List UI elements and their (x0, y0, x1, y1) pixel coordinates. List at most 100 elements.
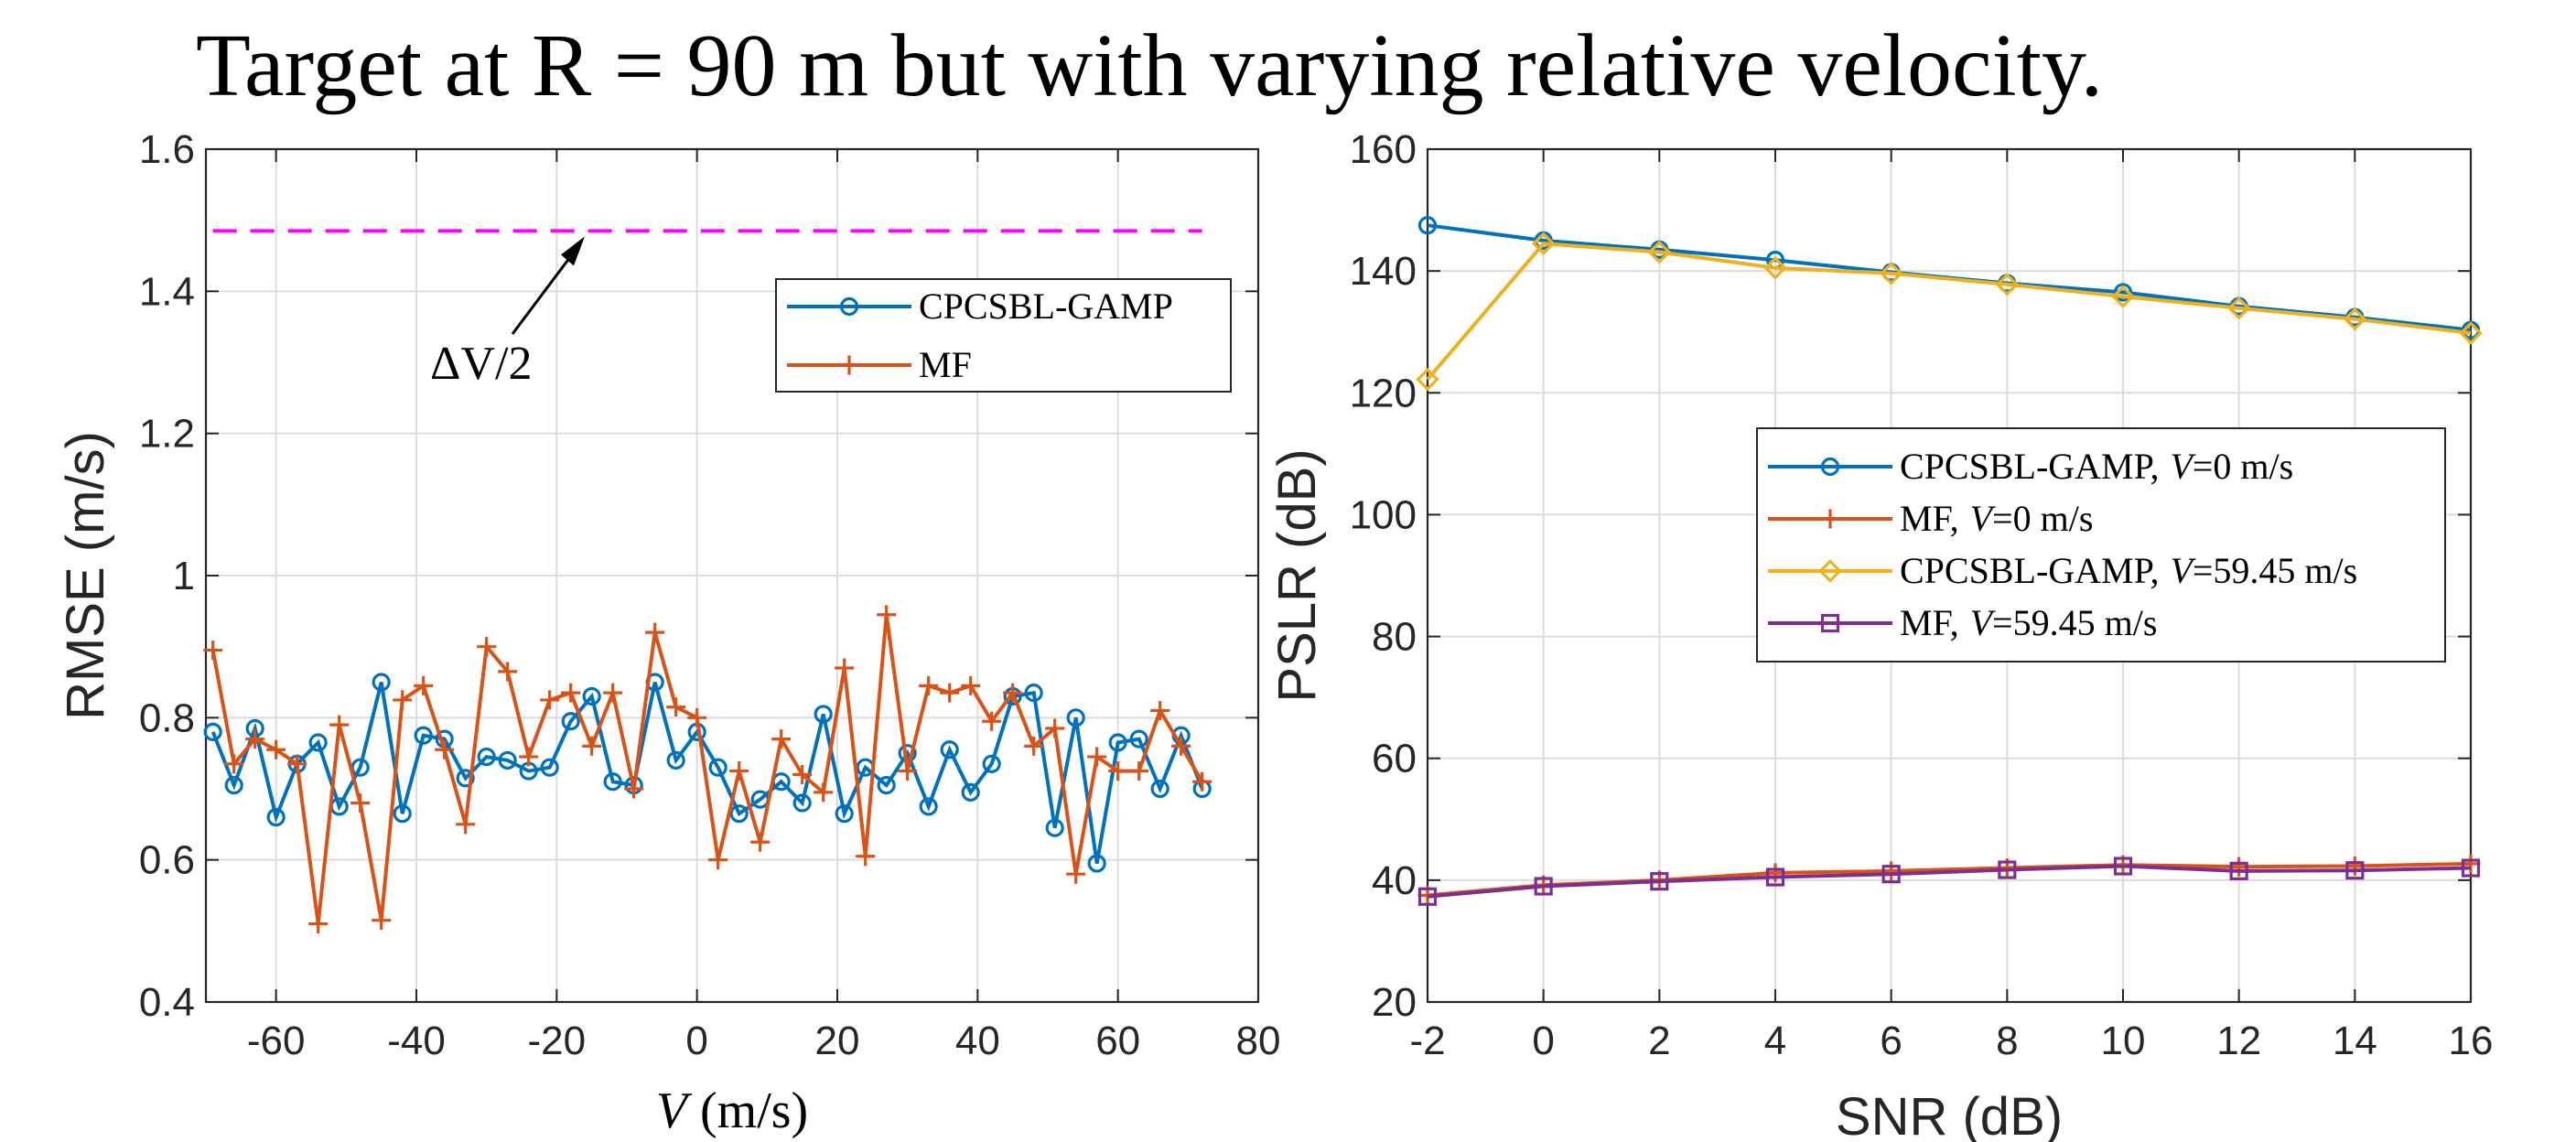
data-point (835, 804, 854, 824)
data-point (561, 712, 580, 731)
data-point (1066, 708, 1085, 727)
data-point (2461, 858, 2481, 878)
data-point (456, 769, 475, 788)
data-point (708, 758, 728, 777)
data-point (308, 733, 328, 752)
left-chart-xtick-label: 0 (685, 1018, 707, 1063)
data-point (1417, 216, 1438, 235)
right-series-3 (1417, 856, 2481, 906)
right-chart-xtick-label: 10 (2101, 1018, 2146, 1063)
data-point (350, 793, 371, 813)
data-point (1129, 729, 1148, 749)
data-point (1765, 867, 1785, 887)
data-point (666, 697, 686, 717)
right-chart-legend-marker (1820, 613, 1840, 633)
right-chart-legend-label: CPCSBL-GAMP, V=0 m/s (1900, 446, 2293, 487)
data-point (1879, 262, 1903, 286)
data-point (582, 736, 602, 756)
right-chart-xlabel: SNR (dB) (1836, 1087, 2063, 1142)
right-chart-legend-label: MF, V=0 m/s (1900, 498, 2093, 539)
data-point (1024, 684, 1043, 703)
data-point (792, 793, 812, 813)
left-chart-legend: CPCSBL-GAMP MF (775, 278, 1232, 393)
left-chart-xtick-label: -60 (247, 1018, 306, 1063)
data-point (477, 747, 496, 767)
data-point (414, 675, 434, 695)
right-chart-ytick-label: 40 (1372, 858, 1417, 903)
annotation-label: ΔV/2 (430, 338, 532, 390)
right-chart-xtick-label: 2 (1648, 1018, 1670, 1063)
data-point (1045, 718, 1065, 738)
data-point (1534, 877, 1553, 896)
left-chart-xtick-label: 40 (955, 1018, 1000, 1063)
data-point (1881, 865, 1901, 884)
data-point (477, 637, 497, 657)
data-point (1003, 683, 1023, 703)
left-series-mf (203, 605, 1213, 934)
data-point (266, 807, 286, 827)
data-point (329, 715, 350, 735)
right-chart-xtick-label: 4 (1764, 1018, 1786, 1063)
right-chart-ytick-label: 120 (1350, 371, 1417, 415)
right-chart-ytick-label: 60 (1372, 737, 1417, 781)
data-point (1129, 761, 1149, 781)
right-chart-legend-label: CPCSBL-GAMP, V=59.45 m/s (1900, 550, 2357, 591)
left-chart-ytick-label: 0.4 (139, 980, 195, 1025)
data-point (1192, 771, 1213, 792)
right-chart-xtick-label: 12 (2216, 1018, 2261, 1063)
left-chart-xtick-label: -40 (387, 1018, 446, 1063)
right-chart-legend-label: MF, V=59.45 m/s (1900, 602, 2157, 643)
data-point (1650, 872, 1669, 891)
data-point (708, 850, 728, 870)
left-chart-ytick-label: 0.8 (139, 695, 195, 740)
right-chart-ytick-label: 100 (1350, 492, 1417, 537)
data-point (308, 914, 329, 934)
right-chart-legend: CPCSBL-GAMP, V=0 m/s MF, V=0 m/s CPCSBL-GAMP… (1756, 427, 2446, 663)
data-point (750, 832, 771, 852)
right-chart-ylabel: PSLR (dB) (1267, 448, 1327, 702)
left-chart-ylabel: RMSE (m/s) (56, 431, 115, 720)
data-point (1108, 761, 1128, 781)
right-chart-ytick-label: 80 (1372, 615, 1417, 660)
data-point (540, 690, 560, 710)
right-chart-frame (1426, 147, 2473, 1004)
data-point (266, 739, 286, 760)
right-chart-ytick-label: 140 (1350, 249, 1417, 294)
data-point (224, 776, 243, 795)
data-point (1150, 779, 1169, 799)
right-chart-xtick-label: 0 (1532, 1018, 1554, 1063)
data-point (393, 690, 413, 710)
data-point (2459, 321, 2483, 345)
data-point (729, 804, 749, 824)
data-point (582, 686, 601, 706)
data-point (961, 675, 981, 695)
data-point (877, 605, 897, 625)
data-point (1531, 232, 1556, 255)
data-point (1998, 860, 2017, 879)
data-point (1647, 240, 1672, 264)
data-point (877, 776, 896, 795)
data-point (203, 722, 222, 741)
data-point (519, 747, 539, 767)
data-point (1763, 256, 1787, 280)
series-line (210, 681, 1204, 864)
left-chart-ytick-label: 1 (173, 554, 195, 598)
data-point (603, 772, 622, 792)
left-chart-ytick-label: 1.2 (139, 412, 195, 457)
data-point (687, 707, 707, 727)
right-chart-xtick-label: -2 (1409, 1018, 1445, 1063)
data-point (919, 675, 939, 695)
data-point (372, 673, 391, 692)
data-point (940, 683, 960, 703)
left-chart-legend-label: CPCSBL-GAMP (919, 286, 1173, 327)
left-chart-ytick-label: 1.4 (139, 269, 195, 314)
right-series-2 (1416, 232, 2483, 392)
data-point (603, 683, 623, 703)
left-series-cpcsbl-gamp (203, 673, 1212, 873)
data-point (203, 641, 223, 661)
left-chart-legend-marker (839, 355, 859, 375)
data-point (835, 658, 855, 678)
right-chart-xtick-label: 14 (2333, 1018, 2377, 1063)
data-point (1045, 818, 1064, 837)
